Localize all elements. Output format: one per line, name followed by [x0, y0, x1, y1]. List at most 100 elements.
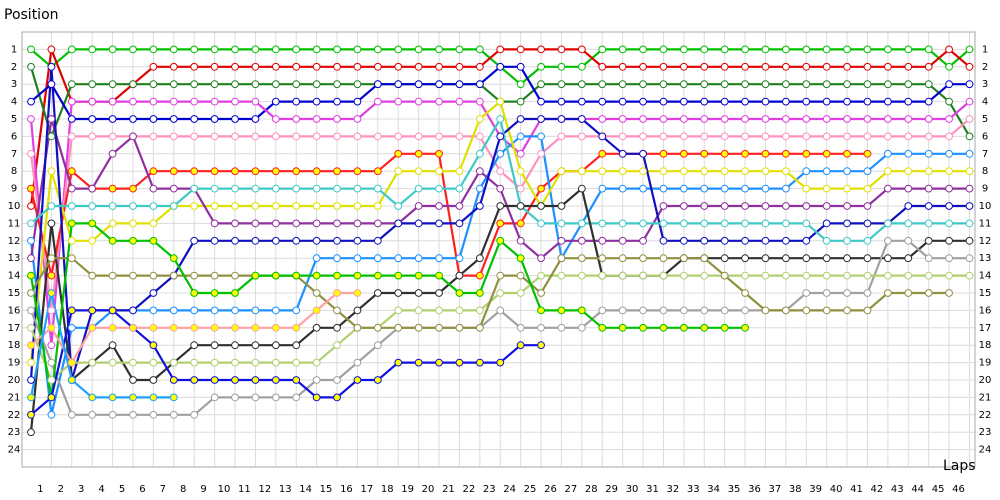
x-tick-label: 43 [891, 484, 904, 495]
marker [129, 45, 137, 54]
marker [863, 219, 872, 228]
marker [904, 132, 913, 141]
marker [475, 271, 484, 280]
marker [577, 62, 586, 71]
marker [741, 184, 749, 193]
marker [149, 45, 158, 54]
marker [190, 45, 199, 54]
x-tick-label: 3 [78, 484, 84, 495]
marker [639, 184, 647, 193]
marker [496, 132, 505, 141]
marker [924, 219, 933, 228]
marker [414, 184, 423, 193]
marker [802, 306, 811, 315]
marker [231, 167, 239, 176]
marker [210, 341, 219, 350]
marker [108, 393, 117, 402]
marker [924, 167, 933, 176]
marker [251, 306, 260, 315]
marker [312, 184, 321, 193]
marker [781, 167, 790, 176]
marker [414, 323, 423, 332]
marker [700, 80, 709, 89]
marker [577, 254, 586, 263]
marker [47, 393, 56, 402]
marker [965, 271, 974, 280]
y-tick-label-right: 10 [979, 201, 992, 212]
marker [129, 115, 137, 123]
marker [822, 45, 831, 54]
marker [822, 202, 831, 210]
marker [108, 45, 117, 54]
marker [822, 80, 831, 89]
marker [333, 393, 341, 402]
marker [761, 271, 770, 280]
marker [761, 184, 770, 193]
marker [924, 115, 933, 123]
marker [843, 62, 851, 71]
x-tick-label: 13 [279, 484, 292, 495]
marker [455, 289, 464, 297]
marker [210, 393, 219, 402]
marker [965, 45, 974, 54]
marker [679, 149, 688, 158]
marker [149, 115, 158, 123]
marker [129, 393, 137, 402]
marker [475, 323, 484, 332]
y-tick-label-right: 3 [982, 79, 988, 90]
marker [822, 254, 831, 263]
marker [537, 323, 545, 332]
marker [190, 80, 199, 89]
marker [720, 254, 729, 263]
marker [231, 236, 239, 245]
marker [720, 306, 729, 315]
marker [108, 80, 117, 89]
marker [333, 80, 341, 89]
marker [271, 45, 280, 54]
marker [516, 219, 525, 228]
marker [47, 80, 56, 89]
marker [169, 254, 178, 263]
marker [27, 184, 35, 193]
marker [129, 323, 137, 332]
marker [537, 289, 545, 297]
x-tick-label: 12 [258, 484, 271, 495]
marker [679, 167, 688, 176]
marker [945, 132, 953, 141]
y-tick-label: 13 [8, 253, 21, 264]
marker [761, 219, 770, 228]
marker [149, 236, 158, 245]
marker [210, 323, 219, 332]
marker [149, 410, 158, 419]
marker [435, 358, 443, 367]
marker [190, 236, 199, 245]
marker [618, 80, 627, 89]
marker [965, 62, 974, 71]
marker [129, 219, 137, 228]
x-axis-title: Laps [943, 458, 976, 474]
x-tick-label: 30 [626, 484, 639, 495]
marker [27, 115, 35, 123]
marker [761, 62, 770, 71]
marker [27, 289, 35, 297]
marker [435, 45, 443, 54]
y-tick-label-right: 8 [982, 166, 988, 177]
marker [516, 184, 525, 193]
marker [149, 132, 158, 141]
marker [394, 323, 403, 332]
marker [577, 115, 586, 123]
marker [190, 306, 199, 315]
marker [27, 341, 35, 350]
marker [904, 97, 913, 106]
marker [496, 62, 505, 71]
y-tick-label-right: 21 [979, 392, 992, 403]
marker [516, 80, 525, 89]
marker [618, 219, 627, 228]
y-tick-label: 24 [8, 445, 21, 456]
marker [537, 62, 545, 71]
x-tick-label: 28 [585, 484, 598, 495]
marker [557, 45, 566, 54]
marker [271, 219, 280, 228]
marker [557, 236, 566, 245]
marker [904, 219, 913, 228]
